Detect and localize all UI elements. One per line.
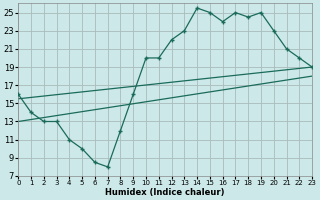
X-axis label: Humidex (Indice chaleur): Humidex (Indice chaleur) [105, 188, 225, 197]
